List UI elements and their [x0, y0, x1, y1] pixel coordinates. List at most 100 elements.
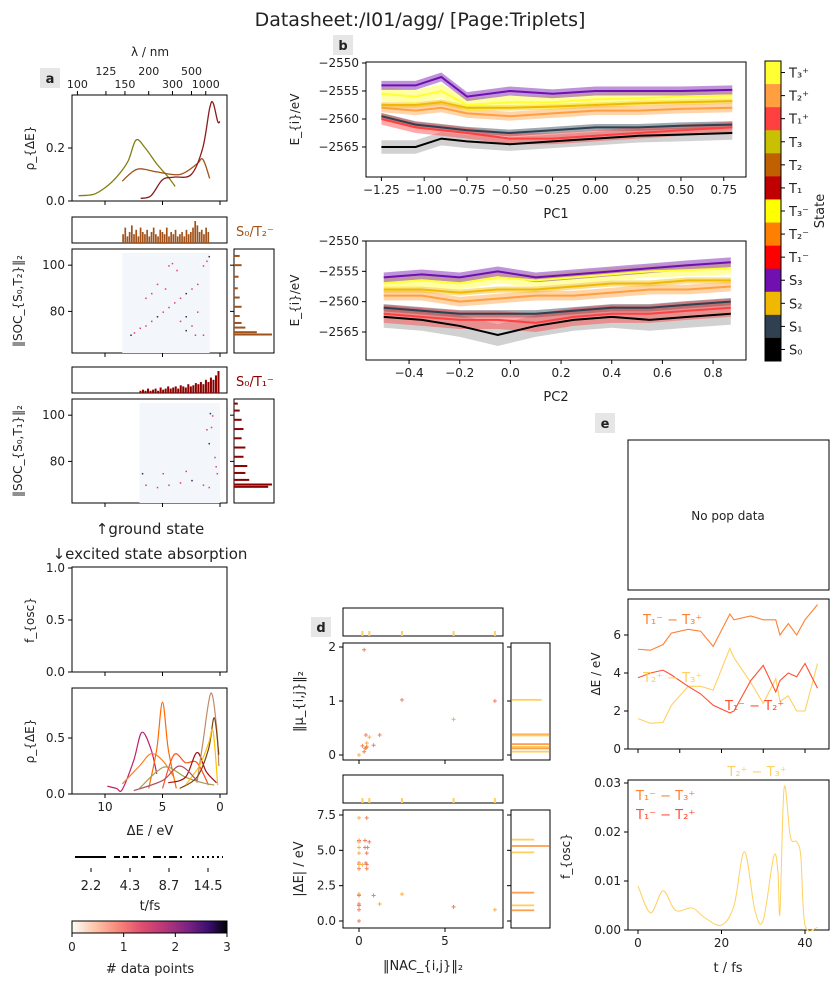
rho-x-tick-label: 10 — [97, 800, 112, 814]
de-point — [363, 838, 368, 843]
soc-t1-yhist-bar — [234, 485, 269, 488]
state-color-T₁ — [765, 176, 781, 200]
soc-t1-hist-bar — [164, 388, 167, 393]
soc-t1-point — [215, 466, 217, 468]
soc-t1-yhist-bar — [234, 402, 238, 405]
soc-t2-hist-bar — [141, 232, 144, 243]
population-axes — [627, 439, 830, 591]
de-point — [371, 893, 376, 898]
soc-t2-point — [208, 255, 210, 258]
mu-point — [357, 753, 361, 757]
soc-t2-point — [197, 311, 199, 313]
energy-gap-curve — [637, 604, 818, 651]
soc-t2-hist-bar — [133, 234, 135, 243]
soc-t1-point — [191, 479, 193, 482]
rho-x-label: ΔE / eV — [127, 824, 174, 839]
soc-t1-point — [208, 442, 210, 445]
soc-t2-hist-bar — [192, 227, 194, 243]
soc-t2-yhist-bar — [234, 333, 272, 336]
soc-t1-hist-bar — [139, 390, 142, 393]
soc-t1-point — [206, 429, 208, 431]
panel-label-b: b — [338, 39, 347, 54]
pc1-x-tick-label: −1.25 — [363, 183, 400, 197]
state-color-T₂⁻ — [765, 222, 781, 246]
osc-strength-x-label: t / fs — [713, 961, 742, 976]
soc-t1-hist-bar — [167, 386, 170, 393]
pc1-x-tick-label: 0.75 — [710, 183, 737, 197]
rho-y-tick-label: 0.0 — [46, 787, 65, 801]
pc2-x-tick-label: −0.2 — [445, 366, 474, 380]
energy-gap-y-tick-label: 0 — [613, 742, 621, 756]
state-label: S₂ — [789, 297, 802, 312]
energy-gap-curve — [637, 646, 819, 724]
soc-t2-hist-bar — [155, 234, 157, 243]
soc-t2-hist-bar — [165, 227, 168, 243]
state-colorbar — [764, 60, 782, 362]
soc-t1-yhist-bar — [234, 418, 242, 421]
energy-gap-y-tick-label: 2 — [613, 704, 621, 718]
wavelength-tick-label: 1000 — [192, 78, 220, 91]
rho-axes — [71, 687, 228, 795]
pc2-axes — [365, 240, 747, 361]
state-label: T₂ — [788, 159, 802, 174]
soc-t1-hist-bar — [212, 379, 215, 393]
de-point — [451, 904, 456, 909]
soc-t2-hist-bar — [168, 236, 170, 243]
fosc-y-tick-label: 0.0 — [46, 665, 65, 679]
soc-t1-hist-bar — [154, 388, 157, 393]
state-label: T₃⁺ — [788, 67, 809, 82]
soc-t1-yhist-bar — [234, 409, 240, 412]
linestyle-legend-label: 2.2 — [81, 879, 102, 894]
osc-strength-series-label: T₁⁻ − T₂⁺ — [635, 808, 695, 823]
pc2-y-label: E_{i}/eV — [288, 274, 302, 327]
soc-t2-hist-bar — [176, 236, 179, 243]
pc1-line-S₀ — [381, 132, 733, 148]
state-color-S₂ — [765, 291, 781, 316]
pc1-line-T₁⁺ — [381, 118, 733, 140]
soc-t1-hist-bar — [172, 387, 175, 393]
mu-yhist-bar — [512, 733, 549, 736]
pc2-line-T₂⁺ — [383, 285, 731, 303]
pc1-y-tick-label: −2550 — [318, 56, 359, 70]
de-point — [364, 862, 369, 867]
soc-t1-yhist-bar — [234, 428, 244, 431]
pc1-band-S₃ — [381, 72, 733, 102]
soc-t2-hist-bar — [126, 236, 129, 243]
colorbar-tick-label: 1 — [120, 940, 128, 954]
state-color-T₃⁻ — [765, 199, 781, 223]
panel-label-a: a — [46, 72, 55, 87]
soc-t2-point — [156, 316, 159, 318]
soc-t2-point — [133, 332, 136, 334]
soc-t1-y-label: ‖SOC_{S₀,T₁}‖₂ — [11, 405, 25, 497]
soc-t2-point — [151, 320, 153, 323]
soc-t2-yhist-bar — [234, 275, 239, 278]
soc-t2-hist-bar — [139, 227, 142, 243]
energy-gap-curve — [637, 662, 819, 714]
soc-t1-point — [209, 412, 212, 415]
de-point — [357, 919, 361, 923]
mu-point — [367, 735, 372, 740]
soc-t1-hist-bar — [157, 390, 160, 393]
soc-t1-point — [185, 470, 187, 473]
soc-t2-hist-bar — [198, 232, 201, 243]
soc-t2-yhist-bar — [234, 331, 257, 334]
pc2-line-T₁⁺ — [383, 306, 731, 324]
soc-t2-point — [202, 334, 205, 337]
pc2-x-tick-label: −0.4 — [394, 366, 423, 380]
wavelength-tick-label: 200 — [138, 65, 159, 78]
soc-t2-hist-bar — [170, 232, 173, 243]
pc2-line-T₃⁺ — [383, 267, 731, 285]
pc1-x-tick-label: −0.25 — [534, 183, 571, 197]
soc-t2-hist-bar — [148, 236, 151, 243]
linestyle-legend-label: 14.5 — [194, 879, 223, 894]
de-x-tick-label: 0 — [355, 934, 363, 948]
soc-t2-point — [145, 297, 147, 300]
soc-t1-hist-bar — [194, 383, 197, 393]
de-point — [400, 892, 404, 897]
soc-t1-hist-bar — [152, 389, 155, 393]
soc-t2-point — [139, 327, 141, 330]
soc-t2-point — [174, 302, 176, 304]
state-label: T₂⁻ — [788, 228, 809, 243]
soc-t1-hist-bar — [204, 379, 207, 393]
osc-strength-y-label: f_{osc} — [559, 833, 573, 879]
